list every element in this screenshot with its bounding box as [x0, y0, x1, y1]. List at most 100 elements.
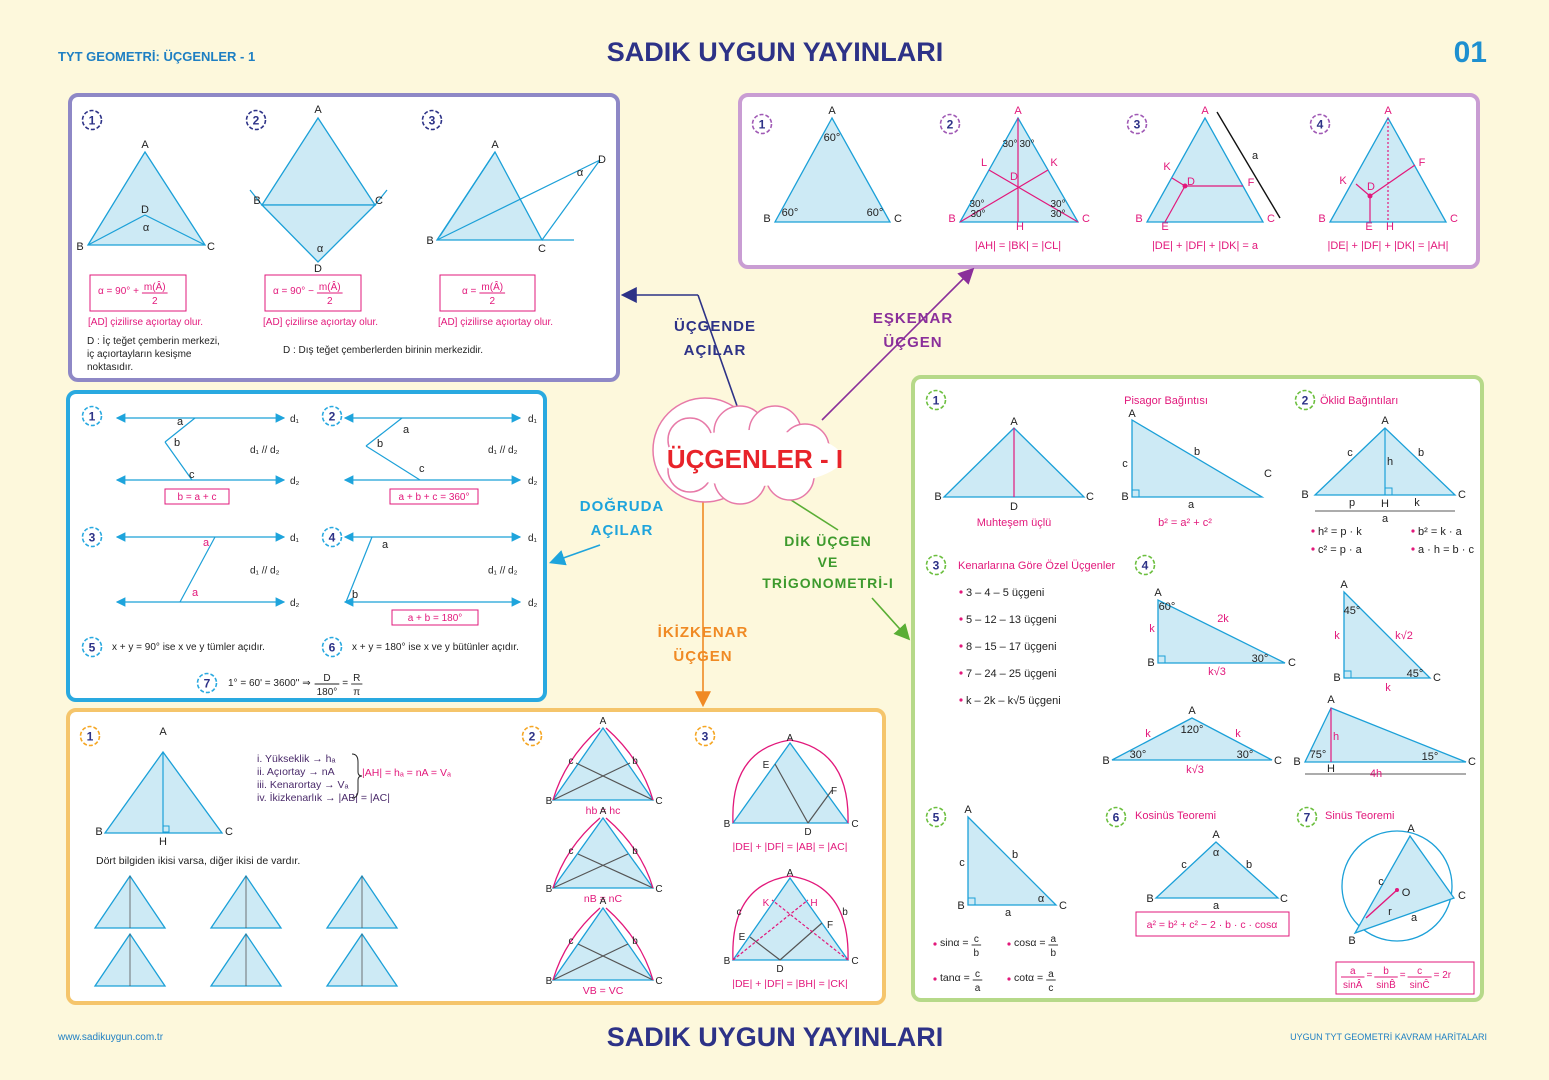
vertex-label: C — [1086, 491, 1094, 503]
vertex-label: C — [1280, 893, 1288, 905]
angle-label: 30° — [1002, 139, 1017, 150]
line — [779, 922, 823, 961]
side-label: k√3 — [1186, 764, 1204, 776]
number: 3 — [1134, 118, 1141, 132]
parallel-label: d₁ // d₂ — [488, 445, 518, 456]
vertex-label: B — [1135, 213, 1142, 225]
number-badge — [81, 405, 103, 427]
line — [164, 417, 196, 443]
bullet — [1007, 942, 1011, 946]
number-badge — [81, 109, 103, 131]
formula-box — [389, 488, 479, 505]
branch-label: TRİGONOMETRİ-I — [762, 575, 893, 591]
line — [552, 943, 629, 981]
right-angle — [1131, 489, 1140, 498]
number: 5 — [89, 641, 96, 655]
number: 1 — [933, 394, 940, 408]
angle-label: a — [192, 587, 199, 599]
vertex-label: A — [1201, 105, 1209, 117]
side-label: a — [1252, 150, 1259, 162]
vertex-label: C — [538, 243, 546, 255]
vertex-label: F — [831, 786, 837, 797]
caption: |AH| = |BK| = |CL| — [975, 240, 1061, 252]
side-arc — [605, 727, 654, 801]
number: 1 — [87, 730, 94, 744]
vertex-label: B — [426, 235, 433, 247]
bullet — [933, 977, 937, 981]
vertex-label: A — [1014, 105, 1022, 117]
side-label: 30° — [1252, 653, 1269, 665]
triangle — [731, 876, 850, 961]
line — [1171, 177, 1186, 187]
cloud — [662, 430, 842, 486]
side-label: c — [569, 936, 574, 947]
publisher: SADIK UYGUN YAYINLARI — [607, 37, 944, 67]
publisher: SADIK UYGUN YAYINLARI — [607, 1022, 944, 1052]
caption: |DE| + |DF| = |BH| = |CK| — [732, 978, 847, 990]
side-label: c — [569, 846, 574, 857]
angle-label: 60° — [867, 207, 884, 219]
formula: α = 90° − — [273, 286, 314, 297]
formula-box — [89, 274, 187, 312]
note: [AD] çizilirse açıortay olur. — [263, 317, 378, 328]
caption: hb = hc — [586, 805, 621, 817]
number-badge — [1294, 389, 1316, 411]
number: 3 — [933, 559, 940, 573]
formula-box — [264, 274, 362, 312]
description: noktasıdır. — [87, 362, 133, 373]
vertex-label: C — [1468, 756, 1476, 768]
triangle — [551, 816, 655, 889]
subject: TYT GEOMETRİ: ÜÇGENLER - 1 — [58, 49, 255, 64]
vertex-label: A — [314, 104, 322, 116]
vertex-label: D — [314, 263, 322, 275]
line-label: d₁ — [528, 533, 538, 544]
denominator: 2 — [327, 296, 333, 307]
vertex-label: D — [776, 964, 783, 975]
line — [774, 763, 809, 824]
number-badge — [1309, 113, 1331, 135]
angle-label: a — [177, 416, 184, 428]
number-badge — [1296, 806, 1318, 828]
side-label: a — [1411, 912, 1418, 924]
number-badge — [421, 109, 443, 131]
angle-label: 30° — [969, 199, 984, 210]
branch-label: ÜÇGEN — [883, 334, 942, 351]
side-label: b — [1012, 849, 1018, 861]
vertex-label: C — [1082, 213, 1090, 225]
denominator: c — [1048, 983, 1053, 994]
caption: VB = VC — [583, 985, 624, 997]
numerator: a — [1048, 969, 1054, 980]
line — [1365, 889, 1398, 919]
branch-label: İKİZKENAR — [658, 624, 749, 641]
list-item: 8 – 15 – 17 üçgeni — [966, 641, 1057, 653]
vertex-label: F — [1419, 157, 1426, 169]
vertex-label: B — [1318, 213, 1325, 225]
line — [1164, 185, 1186, 223]
angle-label: α — [577, 167, 584, 179]
triangle — [1157, 598, 1286, 664]
line — [365, 445, 421, 481]
vertex-label: A — [600, 806, 607, 817]
website: www.sadikuygun.com.tr — [57, 1032, 164, 1043]
vertex-label: B — [76, 241, 83, 253]
branch — [821, 267, 975, 421]
subtitle: Sinüs Teoremi — [1325, 810, 1395, 822]
vertex-label: C — [1267, 213, 1275, 225]
number: 3 — [89, 531, 96, 545]
number: 5 — [933, 811, 940, 825]
line — [552, 853, 629, 889]
branch — [548, 544, 601, 566]
bullet — [959, 644, 963, 648]
vertex-label: C — [655, 884, 662, 895]
side-label: c — [959, 857, 965, 869]
numerator: a — [1350, 966, 1356, 977]
triangle — [1111, 717, 1273, 761]
vertex-label: H — [1381, 498, 1389, 510]
side-label: 60° — [1159, 601, 1176, 613]
angle-label: b — [352, 589, 358, 601]
line — [164, 441, 193, 481]
vertex-label: C — [1288, 657, 1296, 669]
number-badge — [694, 725, 716, 747]
side-label: h — [1333, 731, 1339, 743]
